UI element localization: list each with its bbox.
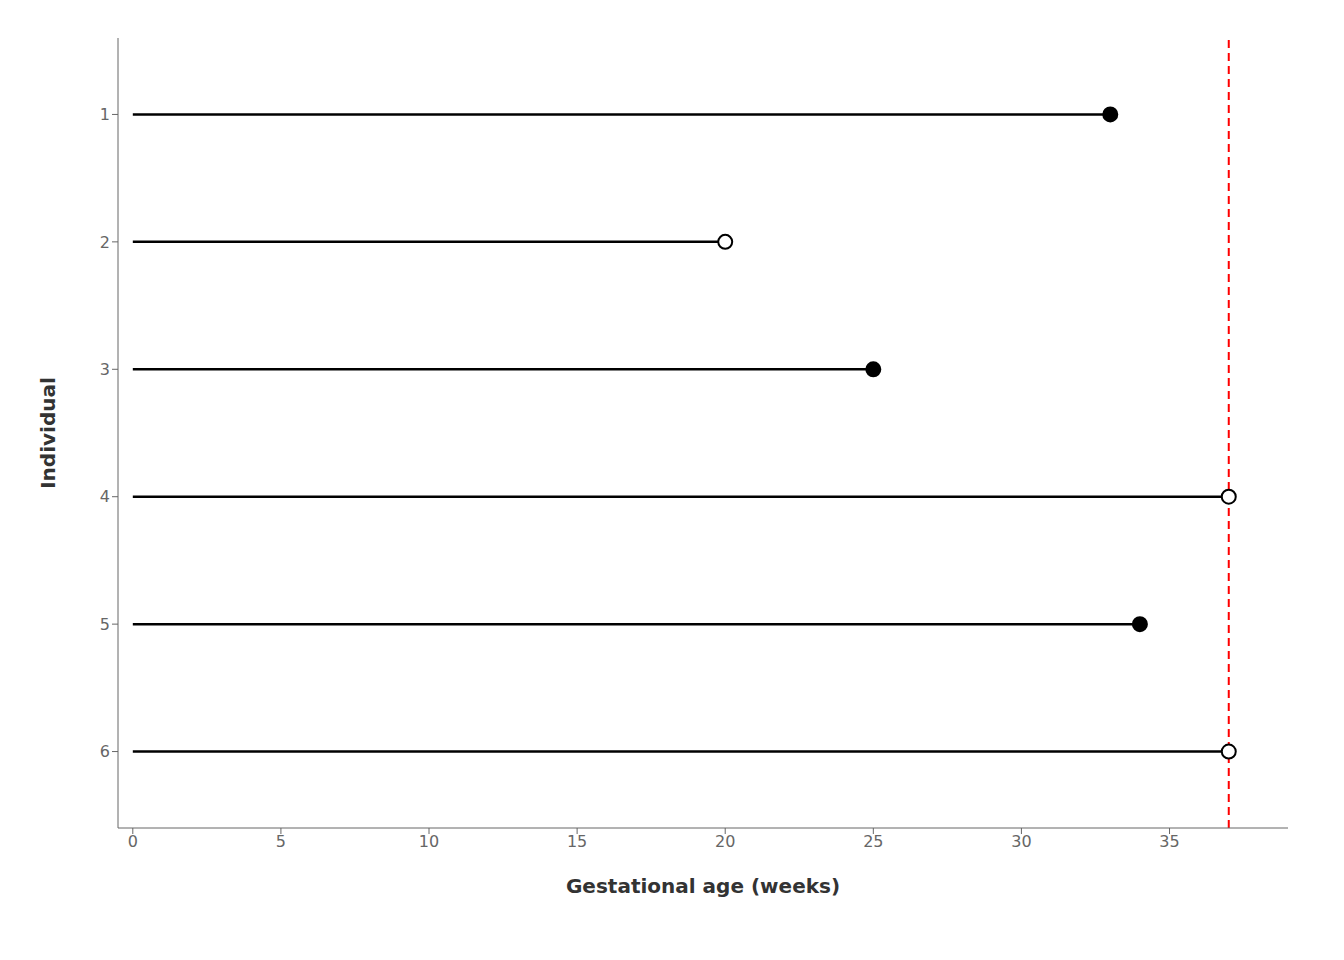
svg-text:10: 10 <box>419 832 439 851</box>
svg-text:3: 3 <box>100 360 110 379</box>
svg-text:20: 20 <box>715 832 735 851</box>
svg-text:Individual: Individual <box>36 377 60 489</box>
svg-text:1: 1 <box>100 105 110 124</box>
svg-text:2: 2 <box>100 233 110 252</box>
svg-text:6: 6 <box>100 742 110 761</box>
svg-text:0: 0 <box>128 832 138 851</box>
svg-text:15: 15 <box>567 832 587 851</box>
svg-text:25: 25 <box>863 832 883 851</box>
svg-text:4: 4 <box>100 487 110 506</box>
svg-text:30: 30 <box>1011 832 1031 851</box>
svg-text:5: 5 <box>276 832 286 851</box>
svg-text:Gestational age (weeks): Gestational age (weeks) <box>566 874 840 898</box>
svg-text:35: 35 <box>1159 832 1179 851</box>
svg-text:5: 5 <box>100 615 110 634</box>
